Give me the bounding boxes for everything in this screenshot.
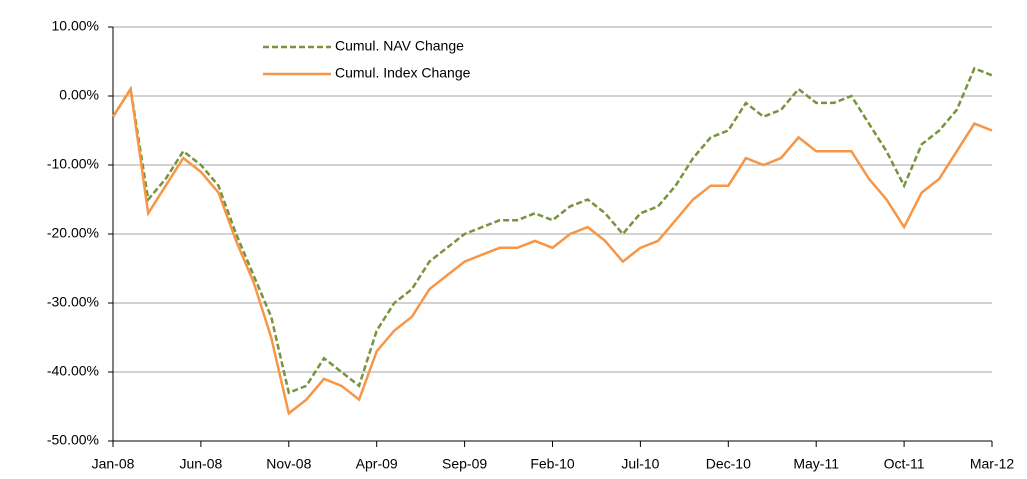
x-tick-label: Mar-12 [970, 456, 1015, 472]
x-tick-label: Dec-10 [706, 456, 751, 472]
y-tick-label: 0.00% [59, 87, 99, 103]
y-tick-label: -40.00% [47, 363, 99, 379]
legend-label: Cumul. NAV Change [335, 38, 464, 54]
x-tick-label: Apr-09 [356, 456, 398, 472]
series-line [111, 85, 993, 416]
y-tick-label: -30.00% [47, 294, 99, 310]
y-tick-label: 10.00% [52, 18, 99, 34]
x-tick-label: May-11 [793, 456, 839, 472]
y-tick-label: -50.00% [47, 432, 99, 448]
legend-label: Cumul. Index Change [335, 65, 471, 81]
x-tick-label: Sep-09 [442, 456, 487, 472]
x-tick-label: Feb-10 [530, 456, 575, 472]
x-tick-label: Jul-10 [621, 456, 659, 472]
y-tick-label: -20.00% [47, 225, 99, 241]
x-tick-label: Jan-08 [92, 456, 135, 472]
y-tick-label: -10.00% [47, 156, 99, 172]
x-tick-label: Nov-08 [266, 456, 311, 472]
x-tick-label: Oct-11 [884, 456, 925, 472]
x-tick-label: Jun-08 [179, 456, 222, 472]
series-line [111, 66, 993, 395]
